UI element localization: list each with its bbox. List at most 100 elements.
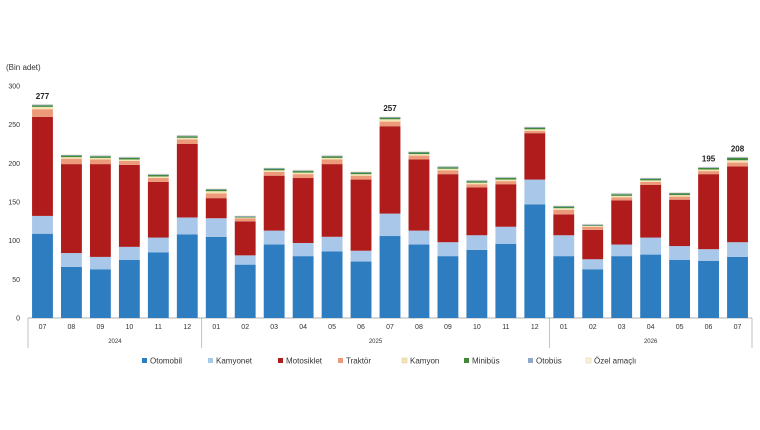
bar-segment-6: [205, 189, 227, 192]
bar-segment-2: [321, 236, 343, 252]
bar-segment-1: [205, 236, 227, 318]
y-tick-label: 50: [12, 277, 20, 284]
y-tick-label: 200: [8, 161, 20, 168]
bar-segment-6: [118, 157, 140, 160]
bar-segment-2: [640, 237, 662, 255]
bar-segment-1: [466, 249, 488, 318]
bar-segment-6: [495, 178, 517, 180]
bar-segment-7: [698, 167, 719, 168]
legend-swatch: [401, 357, 408, 364]
bar-segment-5: [524, 129, 546, 131]
bar-segment-1: [350, 261, 372, 318]
bar-segment-5: [205, 191, 227, 194]
x-tick-label: 07: [39, 324, 47, 331]
y-tick-label: 0: [16, 316, 20, 323]
legend: Otomobil Kamyonet Motosiklet Traktör Kamyon M…: [142, 357, 636, 366]
bar-segment-6: [61, 155, 82, 158]
y-tick-label: 100: [8, 238, 20, 245]
bar-segment-7: [32, 104, 53, 106]
bar-segment-8: [234, 215, 256, 216]
x-tick-label: 06: [705, 324, 713, 331]
bar-segment-1: [437, 256, 459, 318]
legend-swatch: [464, 358, 469, 363]
bar-segment-1: [61, 266, 82, 318]
bar-segment-2: [408, 230, 430, 245]
legend-label: Kamyon: [410, 357, 439, 366]
bar-segment-4: [263, 171, 285, 176]
bar-segment-8: [437, 165, 459, 167]
bar-segment-6: [553, 206, 575, 209]
bar-segment-2: [263, 230, 285, 245]
bar-segment-1: [147, 252, 169, 318]
bar-segment-3: [669, 199, 691, 247]
bar-segment-7: [234, 215, 256, 217]
legend-label: Minibüs: [472, 357, 500, 366]
bar-segment-4: [553, 209, 575, 215]
bar-segment-3: [176, 144, 198, 218]
bar-segment-1: [669, 260, 691, 318]
bar-segment-3: [553, 214, 575, 236]
x-tick-label: 07: [386, 324, 394, 331]
bar-segment-2: [582, 259, 604, 270]
year-label: 2025: [369, 339, 383, 345]
bar-segment-8: [321, 154, 343, 156]
bar-segment-5: [32, 106, 53, 110]
x-tick-label: 09: [97, 324, 105, 331]
bar-segment-3: [263, 175, 285, 231]
bar-segment-7: [611, 193, 633, 195]
x-tick-label: 01: [212, 324, 220, 331]
bar-segment-3: [147, 181, 169, 238]
legend-swatch: [338, 358, 343, 363]
bar-segment-7: [89, 155, 111, 157]
bar-segment-5: [263, 170, 285, 172]
bar-segment-6: [321, 156, 343, 158]
bar-segment-5: [350, 174, 372, 176]
bar-segment-2: [495, 226, 517, 244]
bar-segment-8: [495, 176, 517, 178]
bar-segment-7: [669, 192, 691, 194]
bar-segment-3: [118, 164, 140, 247]
bar-segment-8: [611, 192, 633, 194]
bar-segment-2: [524, 179, 546, 205]
bar-segment-6: [263, 168, 285, 171]
bar-segment-7: [350, 171, 372, 173]
bar-segment-7: [582, 224, 604, 226]
bar-segment-3: [437, 174, 459, 243]
bar-segment-8: [408, 150, 430, 152]
bar-segment-2: [379, 213, 401, 237]
bar-segment-8: [176, 134, 198, 136]
bar-segment-3: [234, 221, 256, 256]
bar-segment-8: [379, 116, 401, 117]
bar-segment-5: [669, 195, 691, 197]
bar-segment-3: [321, 164, 343, 237]
bar-segment-2: [292, 242, 314, 257]
bar-segment-4: [524, 130, 546, 134]
bar-segment-7: [640, 178, 662, 179]
bar-segment-3: [698, 174, 719, 250]
labels-layer: 277 257 195 208: [36, 92, 745, 164]
legend-swatch: [142, 358, 147, 363]
bar-segment-7: [495, 177, 517, 179]
bar-segment-4: [669, 196, 691, 200]
bar-segment-1: [640, 254, 662, 318]
bar-segment-4: [640, 181, 662, 185]
x-tick-label: 08: [415, 324, 423, 331]
legend-swatch: [528, 358, 533, 363]
bar-segment-5: [321, 157, 343, 160]
bar-segment-7: [205, 188, 227, 190]
bar-segment-7: [263, 167, 285, 169]
bar-segment-2: [89, 256, 111, 270]
bar-segment-2: [234, 255, 256, 265]
bar-segment-7: [176, 135, 198, 137]
bar-segment-8: [292, 169, 314, 171]
bar-segment-5: [292, 172, 314, 175]
bar-segment-1: [379, 236, 401, 318]
bar-segment-5: [495, 179, 517, 182]
bar-segment-2: [466, 235, 488, 250]
bar-segment-3: [408, 159, 430, 231]
bar-segment-5: [640, 180, 662, 182]
bar-segment-7: [321, 155, 343, 157]
bar-segment-1: [234, 264, 256, 318]
bar-segment-1: [524, 204, 546, 318]
